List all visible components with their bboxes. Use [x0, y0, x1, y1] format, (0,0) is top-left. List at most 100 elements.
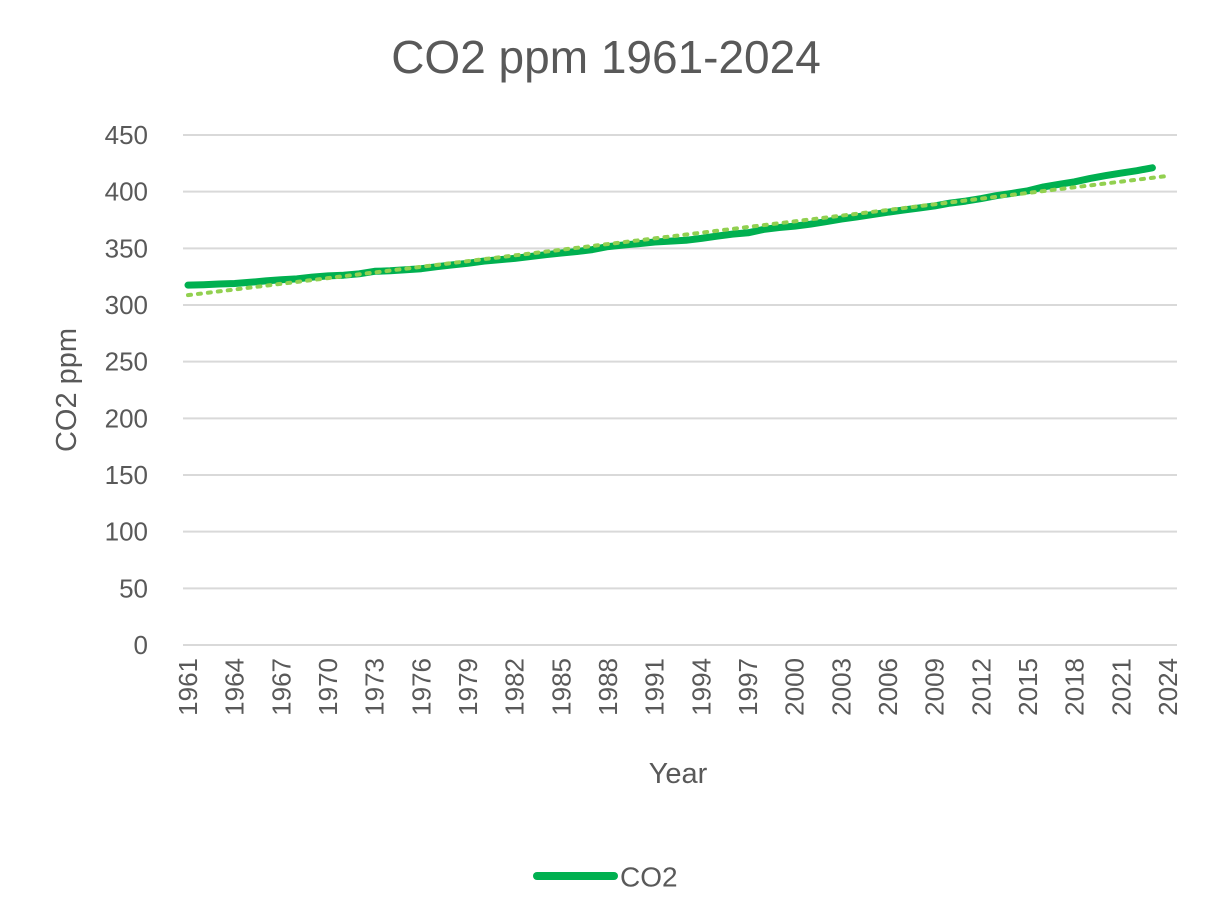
x-tick-label: 1979	[453, 658, 483, 716]
data-point[interactable]	[512, 255, 518, 261]
data-point[interactable]	[216, 281, 222, 287]
data-point[interactable]	[636, 241, 642, 247]
x-tick-label: 1967	[266, 658, 296, 716]
data-point[interactable]	[1072, 179, 1078, 185]
data-point[interactable]	[1087, 175, 1093, 181]
data-point[interactable]	[1056, 181, 1062, 187]
data-point[interactable]	[869, 212, 875, 218]
gridlines	[183, 134, 1177, 646]
series-layer	[184, 164, 1170, 298]
x-axis-title: Year	[649, 758, 708, 790]
data-point[interactable]	[963, 198, 969, 204]
data-point[interactable]	[434, 264, 440, 270]
data-point[interactable]	[698, 235, 704, 241]
data-point[interactable]	[652, 239, 658, 245]
x-tick-label: 1970	[313, 658, 343, 716]
x-tick-label: 1964	[220, 658, 250, 716]
x-tick-label: 2018	[1060, 658, 1090, 716]
data-point[interactable]	[1103, 173, 1109, 179]
data-point[interactable]	[1009, 190, 1015, 196]
x-tick-label: 1994	[686, 658, 716, 716]
x-tick-label: 2003	[826, 658, 856, 716]
series-line-co2	[184, 164, 1156, 289]
data-point[interactable]	[372, 268, 378, 274]
data-point[interactable]	[947, 200, 953, 206]
data-point[interactable]	[589, 247, 595, 253]
y-tick-label: 0	[134, 630, 148, 660]
data-point[interactable]	[574, 249, 580, 255]
x-tick-label: 1976	[406, 658, 436, 716]
data-point[interactable]	[932, 203, 938, 209]
data-point[interactable]	[901, 207, 907, 213]
data-point[interactable]	[325, 273, 331, 279]
data-point[interactable]	[776, 224, 782, 230]
trendline	[186, 173, 1170, 298]
x-tick-label: 1991	[640, 658, 670, 716]
data-point[interactable]	[994, 193, 1000, 199]
y-tick-label: 50	[119, 573, 148, 603]
x-tick-label: 2021	[1106, 658, 1136, 716]
data-point[interactable]	[1134, 168, 1140, 174]
data-point[interactable]	[232, 280, 238, 286]
chart-title: CO2 ppm 1961-2024	[391, 31, 821, 83]
data-point[interactable]	[978, 196, 984, 202]
data-point[interactable]	[356, 271, 362, 277]
x-tick-label: 1961	[173, 658, 203, 716]
x-tick-label: 2000	[780, 658, 810, 716]
data-point[interactable]	[807, 221, 813, 227]
data-point[interactable]	[247, 279, 253, 285]
data-point[interactable]	[729, 231, 735, 237]
y-tick-label: 400	[105, 177, 148, 207]
data-point[interactable]	[838, 216, 844, 222]
data-point[interactable]	[309, 274, 315, 280]
x-tick-label: 1988	[593, 658, 623, 716]
data-point[interactable]	[418, 266, 424, 272]
data-point[interactable]	[745, 230, 751, 236]
data-point[interactable]	[278, 277, 284, 283]
data-point[interactable]	[714, 233, 720, 239]
y-tick-label: 300	[105, 290, 148, 320]
y-tick-label: 100	[105, 517, 148, 547]
data-point[interactable]	[1041, 184, 1047, 190]
data-point[interactable]	[605, 244, 611, 250]
data-point[interactable]	[403, 267, 409, 273]
data-point[interactable]	[449, 262, 455, 268]
data-point[interactable]	[465, 260, 471, 266]
data-point[interactable]	[792, 223, 798, 229]
data-point[interactable]	[387, 268, 393, 274]
data-point[interactable]	[761, 226, 767, 232]
data-point[interactable]	[496, 257, 502, 263]
data-point[interactable]	[481, 258, 487, 264]
y-tick-label: 150	[105, 460, 148, 490]
data-point[interactable]	[1118, 170, 1124, 176]
x-tick-label: 1985	[546, 658, 576, 716]
data-point[interactable]	[667, 238, 673, 244]
data-point[interactable]	[823, 219, 829, 225]
x-tick-label: 2006	[873, 658, 903, 716]
x-tick-label: 1997	[733, 658, 763, 716]
data-point[interactable]	[201, 282, 207, 288]
data-point[interactable]	[543, 252, 549, 258]
data-point[interactable]	[621, 242, 627, 248]
data-point[interactable]	[527, 253, 533, 259]
data-point[interactable]	[294, 276, 300, 282]
data-point[interactable]	[1149, 165, 1155, 171]
y-axis-ticks: 0 50 100 150 200 250 300 350 400 450	[105, 120, 148, 660]
data-point[interactable]	[854, 214, 860, 220]
x-axis-ticks: 1961 1964 1967 1970 1973 1976 1979 1982 1985 1988…	[173, 658, 1183, 716]
data-point[interactable]	[885, 209, 891, 215]
data-point[interactable]	[916, 205, 922, 211]
data-point[interactable]	[1025, 188, 1031, 194]
legend-label-co2: CO2	[620, 861, 678, 892]
y-tick-label: 250	[105, 347, 148, 377]
data-point[interactable]	[341, 272, 347, 278]
x-tick-label: 2024	[1153, 658, 1183, 716]
data-point[interactable]	[558, 250, 564, 256]
y-tick-label: 350	[105, 233, 148, 263]
x-tick-label: 1973	[360, 658, 390, 716]
data-point[interactable]	[263, 278, 269, 284]
legend[interactable]: CO2	[533, 861, 678, 892]
data-point[interactable]	[185, 282, 191, 288]
data-point[interactable]	[683, 237, 689, 243]
